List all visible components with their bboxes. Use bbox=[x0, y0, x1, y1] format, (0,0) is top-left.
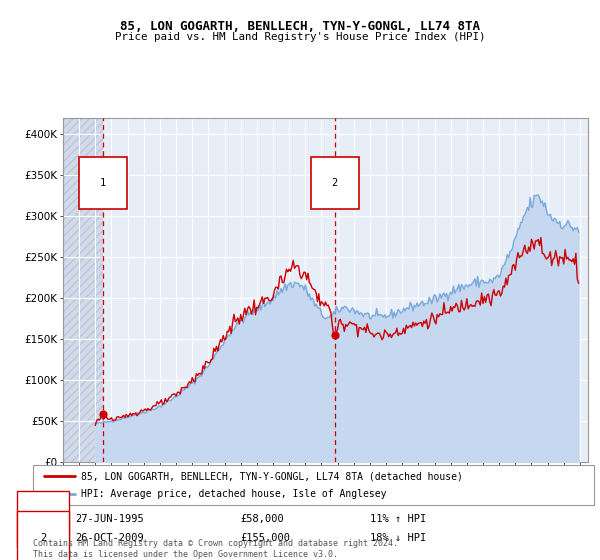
Text: 85, LON GOGARTH, BENLLECH, TYN-Y-GONGL, LL74 8TA (detached house): 85, LON GOGARTH, BENLLECH, TYN-Y-GONGL, … bbox=[80, 471, 463, 481]
Bar bbox=[63, 118, 103, 462]
Point bbox=[98, 410, 108, 419]
Text: Price paid vs. HM Land Registry's House Price Index (HPI): Price paid vs. HM Land Registry's House … bbox=[115, 32, 485, 43]
Text: 1: 1 bbox=[40, 514, 46, 524]
Text: 1: 1 bbox=[100, 178, 106, 188]
Text: £58,000: £58,000 bbox=[241, 514, 284, 524]
Point bbox=[330, 330, 340, 339]
Text: 85, LON GOGARTH, BENLLECH, TYN-Y-GONGL, LL74 8TA: 85, LON GOGARTH, BENLLECH, TYN-Y-GONGL, … bbox=[120, 20, 480, 32]
Text: 2: 2 bbox=[40, 534, 46, 543]
Text: 26-OCT-2009: 26-OCT-2009 bbox=[75, 534, 144, 543]
FancyBboxPatch shape bbox=[33, 465, 594, 505]
Text: 11% ↑ HPI: 11% ↑ HPI bbox=[370, 514, 426, 524]
Text: Contains HM Land Registry data © Crown copyright and database right 2024.
This d: Contains HM Land Registry data © Crown c… bbox=[33, 539, 398, 559]
Text: £155,000: £155,000 bbox=[241, 534, 290, 543]
Text: 2: 2 bbox=[332, 178, 338, 188]
Text: HPI: Average price, detached house, Isle of Anglesey: HPI: Average price, detached house, Isle… bbox=[80, 489, 386, 499]
Text: 27-JUN-1995: 27-JUN-1995 bbox=[75, 514, 144, 524]
Text: 18% ↓ HPI: 18% ↓ HPI bbox=[370, 534, 426, 543]
